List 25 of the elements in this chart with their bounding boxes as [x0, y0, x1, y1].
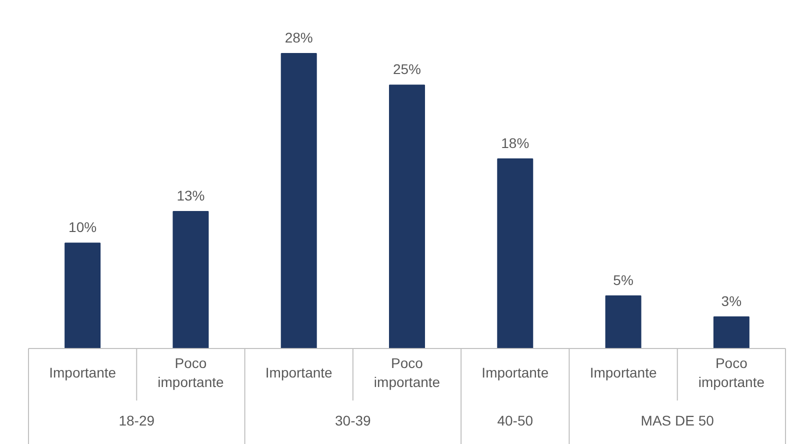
- data-label: 28%: [284, 30, 313, 46]
- data-label: 10%: [68, 219, 97, 236]
- x-tick-label: Importante: [590, 364, 657, 380]
- data-label: 13%: [176, 188, 205, 204]
- bar: [605, 295, 642, 349]
- x-tick-label: Poco importante: [698, 354, 765, 390]
- bar: [389, 84, 425, 349]
- text: 18-29: [118, 412, 155, 428]
- bar: [497, 158, 534, 349]
- bar: [280, 53, 317, 349]
- text: 30-39: [335, 412, 372, 428]
- x-tick-label: Poco importante: [374, 354, 440, 390]
- bar: [172, 211, 209, 349]
- bar: [64, 242, 101, 349]
- bar: [713, 316, 750, 349]
- x-tick-label: Importante: [482, 364, 549, 380]
- data-label: 3%: [721, 292, 742, 309]
- x-tick-label: Importante: [265, 364, 333, 380]
- x-tick-label: Importante: [49, 364, 116, 380]
- data-label: 5%: [613, 272, 634, 288]
- data-label: 18%: [501, 134, 530, 151]
- text: MAS DE 50: [640, 412, 714, 428]
- x-tick-label: Poco importante: [158, 354, 224, 390]
- text: 40-50: [497, 412, 534, 428]
- data-label: 25%: [392, 61, 422, 78]
